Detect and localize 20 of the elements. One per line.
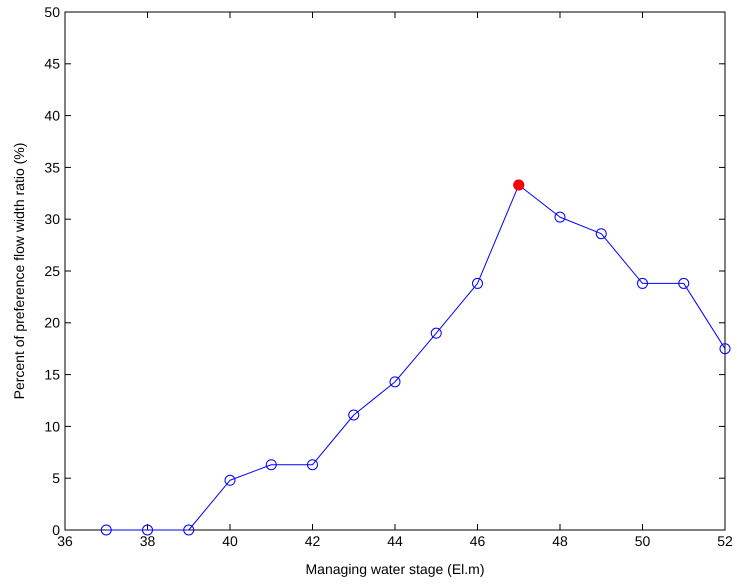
x-tick-label: 42	[304, 533, 320, 549]
y-tick-label: 25	[44, 262, 60, 279]
x-tick-label: 46	[470, 533, 486, 549]
y-tick-label: 30	[44, 211, 60, 228]
y-tick-label: 10	[44, 418, 60, 434]
y-tick-label: 40	[44, 108, 60, 124]
y-axis-title: Percent of preference flow width ratio (%)	[11, 142, 27, 400]
x-tick-label: 44	[387, 533, 403, 549]
x-axis-title: Managing water stage (El.m)	[306, 561, 484, 577]
x-tick-label: 50	[634, 533, 650, 549]
x-tick-label: 52	[717, 533, 733, 549]
x-tick-label: 38	[140, 533, 156, 549]
y-tick-label: 20	[44, 314, 60, 331]
y-tick-label: 50	[44, 4, 60, 20]
y-tick-label: 45	[44, 56, 60, 72]
x-tick-label: 40	[222, 533, 238, 549]
y-tick-label: 15	[44, 366, 60, 382]
y-tick-label: 5	[52, 470, 60, 486]
y-tick-label: 35	[44, 159, 60, 176]
x-tick-label: 48	[552, 533, 568, 549]
